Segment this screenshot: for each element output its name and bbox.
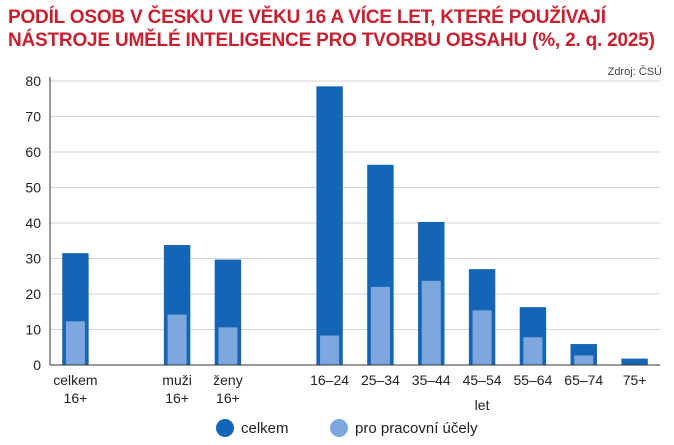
legend-label-0: celkem	[241, 420, 289, 437]
x-tick-label-2-0: ženy	[213, 372, 243, 388]
bar-pracovni-6	[472, 310, 492, 365]
y-tick-label-20: 20	[25, 286, 41, 302]
y-tick-label-80: 80	[25, 73, 41, 89]
x-tick-label-0-1: 16+	[64, 390, 88, 406]
x-tick-label-2-1: 16+	[216, 390, 240, 406]
chart-title-line-1: PODÍL OSOB V ČESKU VE VĚKU 16 A VÍCE LET…	[8, 7, 606, 28]
y-tick-label-0: 0	[33, 357, 41, 373]
x-tick-label-1-1: 16+	[165, 390, 189, 406]
bar-pracovni-8	[574, 355, 594, 365]
y-tick-label-40: 40	[25, 215, 41, 231]
bar-celkem-9	[621, 358, 648, 365]
x-group-axis-label: let	[475, 397, 490, 413]
x-tick-label-6-0: 45–54	[463, 372, 502, 388]
x-tick-label-9-0: 75+	[623, 372, 647, 388]
bar-celkem-3	[316, 86, 343, 365]
bar-pracovni-4	[370, 286, 390, 365]
x-tick-label-0-0: celkem	[53, 372, 97, 388]
bar-pracovni-0	[65, 321, 85, 365]
y-tick-label-50: 50	[25, 180, 41, 196]
legend-marker-1	[330, 419, 348, 437]
chart-title-line-2: NÁSTROJE UMĚLÉ INTELIGENCE PRO TVORBU OB…	[8, 30, 655, 51]
bar-pracovni-3	[320, 335, 340, 365]
chart-title: PODÍL OSOB V ČESKU VE VĚKU 16 A VÍCE LET…	[8, 6, 668, 52]
y-tick-label-60: 60	[25, 144, 41, 160]
bar-pracovni-1	[167, 314, 187, 365]
y-tick-label-10: 10	[25, 322, 41, 338]
legend-label-1: pro pracovní účely	[355, 420, 478, 437]
bar-pracovni-2	[218, 327, 238, 365]
x-tick-label-8-0: 65–74	[564, 372, 603, 388]
x-tick-label-7-0: 55–64	[513, 372, 552, 388]
x-tick-label-5-0: 35–44	[412, 372, 451, 388]
bar-pracovni-7	[523, 337, 543, 365]
x-tick-label-1-0: muži	[162, 372, 192, 388]
bar-pracovni-5	[421, 280, 441, 365]
x-tick-label-4-0: 25–34	[361, 372, 400, 388]
x-tick-label-3-0: 16–24	[310, 372, 349, 388]
y-tick-label-70: 70	[25, 109, 41, 125]
y-tick-label-30: 30	[25, 251, 41, 267]
legend-marker-0	[216, 419, 234, 437]
source-note: Zdroj: ČSÚ	[607, 66, 662, 78]
